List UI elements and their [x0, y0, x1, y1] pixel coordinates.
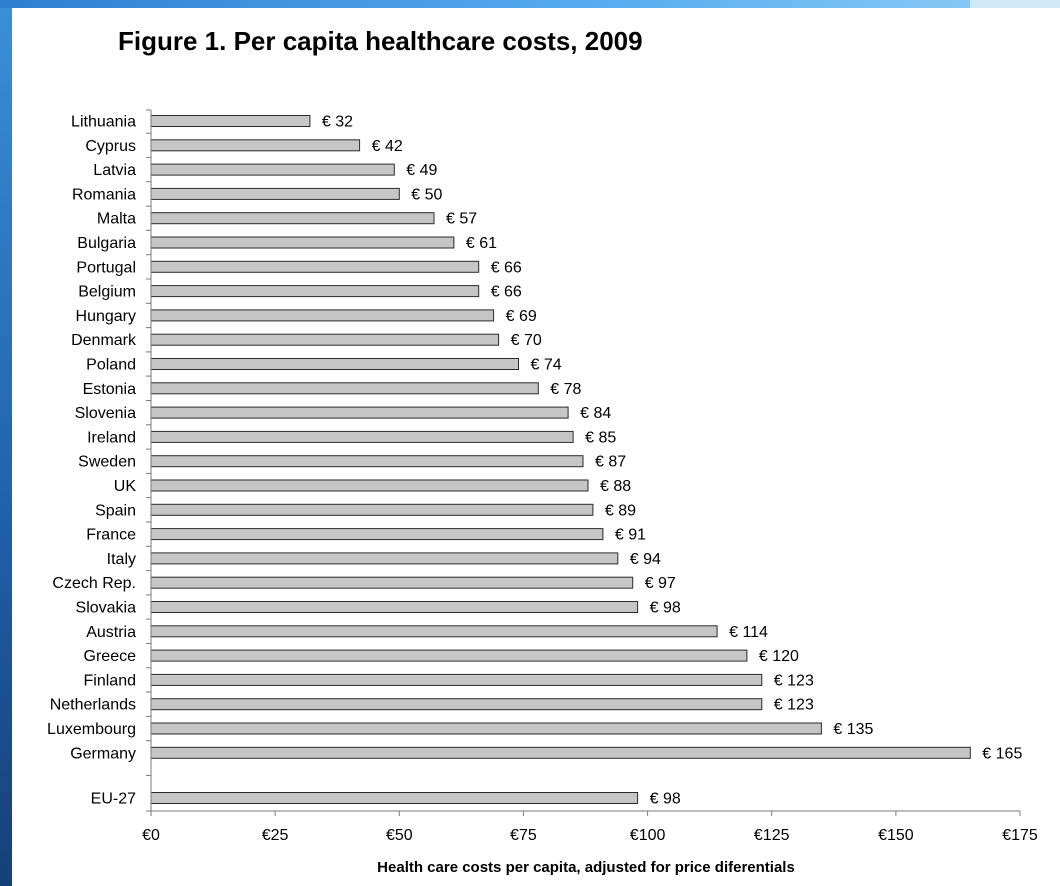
bar-spain — [151, 504, 593, 515]
bar-luxembourg — [151, 723, 821, 734]
category-label: Austria — [86, 624, 136, 641]
data-label: € 61 — [466, 235, 497, 252]
data-label: € 74 — [531, 357, 562, 374]
category-label: Netherlands — [50, 697, 136, 714]
x-tick-label: €150 — [878, 827, 914, 844]
bar-latvia — [151, 164, 394, 175]
x-tick-label: €0 — [142, 827, 160, 844]
bar-netherlands — [151, 699, 762, 710]
data-label: € 165 — [982, 745, 1022, 762]
data-label: € 66 — [491, 259, 522, 276]
data-label: € 135 — [833, 721, 873, 738]
category-label: Malta — [97, 211, 136, 228]
category-label: France — [86, 527, 136, 544]
data-label: € 32 — [322, 114, 353, 131]
bar-greece — [151, 650, 747, 661]
x-tick-label: €125 — [754, 827, 790, 844]
data-label: € 114 — [729, 624, 768, 641]
bar-estonia — [151, 383, 538, 394]
category-label: Ireland — [87, 429, 136, 446]
bar-poland — [151, 359, 519, 370]
category-label: Poland — [86, 357, 136, 374]
category-label: EU-27 — [91, 791, 136, 808]
category-label: Finland — [84, 672, 136, 689]
bar-eu-27 — [151, 793, 638, 804]
category-label: Slovakia — [76, 600, 137, 617]
bar-austria — [151, 626, 717, 637]
category-label: Belgium — [78, 284, 136, 301]
data-label: € 84 — [580, 405, 611, 422]
bar-france — [151, 529, 603, 540]
category-labels: Lithuania Cyprus Latvia Romania Malta Bulgari… — [47, 114, 137, 808]
x-tick-label: €25 — [262, 827, 289, 844]
data-label: € 49 — [406, 162, 437, 179]
category-label: Denmark — [71, 332, 137, 349]
data-label: € 78 — [550, 381, 581, 398]
data-label: € 57 — [446, 211, 477, 228]
bar-ireland — [151, 431, 573, 442]
data-label: € 89 — [605, 502, 636, 519]
data-label: € 42 — [372, 138, 403, 155]
bar-slovenia — [151, 407, 568, 418]
x-ticks: €0 €25 €50 €75 €100 €125 €150 €175 — [142, 811, 1038, 844]
data-label: € 66 — [491, 284, 522, 301]
bars-group — [151, 116, 970, 804]
data-label: € 69 — [506, 308, 537, 325]
data-label: € 94 — [630, 551, 661, 568]
bar-lithuania — [151, 116, 310, 127]
x-axis-label: Health care costs per capita, adjusted f… — [377, 859, 795, 876]
data-label: € 98 — [650, 791, 681, 808]
bar-malta — [151, 213, 434, 224]
bar-belgium — [151, 286, 479, 297]
x-tick-label: €75 — [510, 827, 537, 844]
data-label: € 123 — [774, 697, 814, 714]
bar-hungary — [151, 310, 494, 321]
category-label: Slovenia — [75, 405, 136, 422]
bar-uk — [151, 480, 588, 491]
x-tick-label: €100 — [630, 827, 666, 844]
data-label: € 97 — [645, 575, 676, 592]
category-label: Bulgaria — [77, 235, 136, 252]
data-label: € 85 — [585, 429, 616, 446]
category-label: UK — [114, 478, 137, 495]
category-label: Estonia — [83, 381, 136, 398]
bar-slovakia — [151, 602, 638, 613]
bar-romania — [151, 188, 399, 199]
data-label: € 88 — [600, 478, 631, 495]
category-label: Luxembourg — [47, 721, 136, 738]
bar-portugal — [151, 261, 479, 272]
category-label: Romania — [72, 186, 136, 203]
category-label: Latvia — [93, 162, 136, 179]
data-label: € 87 — [595, 454, 626, 471]
data-label: € 50 — [411, 186, 442, 203]
data-label: € 120 — [759, 648, 799, 665]
category-label: Lithuania — [71, 114, 136, 131]
bar-bulgaria — [151, 237, 454, 248]
category-label: Spain — [95, 502, 136, 519]
x-tick-label: €50 — [386, 827, 413, 844]
bar-denmark — [151, 334, 499, 345]
category-label: Portugal — [76, 259, 136, 276]
category-label: Hungary — [76, 308, 136, 325]
category-label: Czech Rep. — [52, 575, 136, 592]
bar-sweden — [151, 456, 583, 467]
category-label: Sweden — [78, 454, 136, 471]
data-label: € 98 — [650, 600, 681, 617]
category-label: Greece — [84, 648, 137, 665]
data-label: € 91 — [615, 527, 646, 544]
bar-germany — [151, 747, 970, 758]
bar-finland — [151, 674, 762, 685]
bar-italy — [151, 553, 618, 564]
bar-cyprus — [151, 140, 360, 151]
x-tick-label: €175 — [1002, 827, 1038, 844]
category-label: Cyprus — [85, 138, 136, 155]
data-label: € 123 — [774, 672, 814, 689]
category-label: Italy — [107, 551, 136, 568]
data-label: € 70 — [511, 332, 542, 349]
category-label: Germany — [70, 745, 136, 762]
bar-czech-rep — [151, 577, 633, 588]
